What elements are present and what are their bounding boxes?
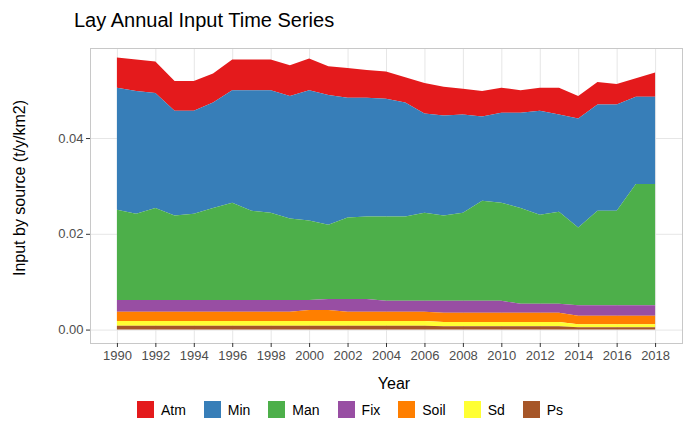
html-text:Man: Man (292, 401, 320, 418)
html-text:Fix: Fix (361, 401, 381, 418)
svg-text:1990: 1990 (103, 348, 132, 363)
svg-text:1998: 1998 (257, 348, 286, 363)
svg-text:2008: 2008 (449, 348, 478, 363)
html-text:Sd: Sd (487, 401, 505, 418)
svg-text:2002: 2002 (334, 348, 363, 363)
html-text:Atm: Atm (160, 401, 186, 418)
svg-text:2016: 2016 (603, 348, 632, 363)
svg-text:2004: 2004 (372, 348, 401, 363)
svg-text:2006: 2006 (410, 348, 439, 363)
svg-text:0.02: 0.02 (58, 226, 83, 241)
html-text:Soil: Soil (422, 401, 446, 418)
html-text:Input by source (t/y/km2): Input by source (t/y/km2) (11, 100, 28, 276)
svg-text:0.00: 0.00 (58, 322, 83, 337)
html-text:Year: Year (377, 375, 411, 392)
svg-text:1996: 1996 (218, 348, 247, 363)
svg-text:2000: 2000 (295, 348, 324, 363)
html-text:Lay Annual Input Time Series: Lay Annual Input Time Series (74, 9, 335, 31)
html-text:Min: Min (227, 401, 251, 418)
svg-text:1992: 1992 (141, 348, 170, 363)
svg-text:2018: 2018 (641, 348, 670, 363)
svg-text:2010: 2010 (487, 348, 516, 363)
svg-text:1994: 1994 (180, 348, 209, 363)
svg-text:2012: 2012 (526, 348, 555, 363)
svg-text:2014: 2014 (564, 348, 593, 363)
svg-text:0.04: 0.04 (58, 131, 83, 146)
html-text:Ps: Ps (546, 401, 564, 418)
